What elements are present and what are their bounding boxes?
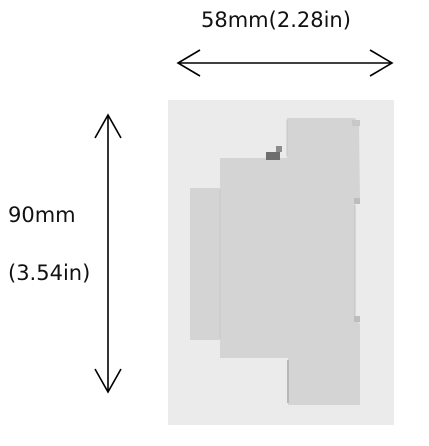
width-arrow-icon — [176, 49, 394, 77]
device-clip-detail — [266, 152, 280, 160]
height-arrow-icon — [94, 113, 122, 394]
height-dimension-inch-label: (3.54in) — [8, 261, 91, 285]
device-body — [190, 118, 360, 405]
height-dimension-mm-label: 90mm — [8, 203, 76, 227]
width-dimension-label: 58mm(2.28in) — [201, 8, 351, 32]
